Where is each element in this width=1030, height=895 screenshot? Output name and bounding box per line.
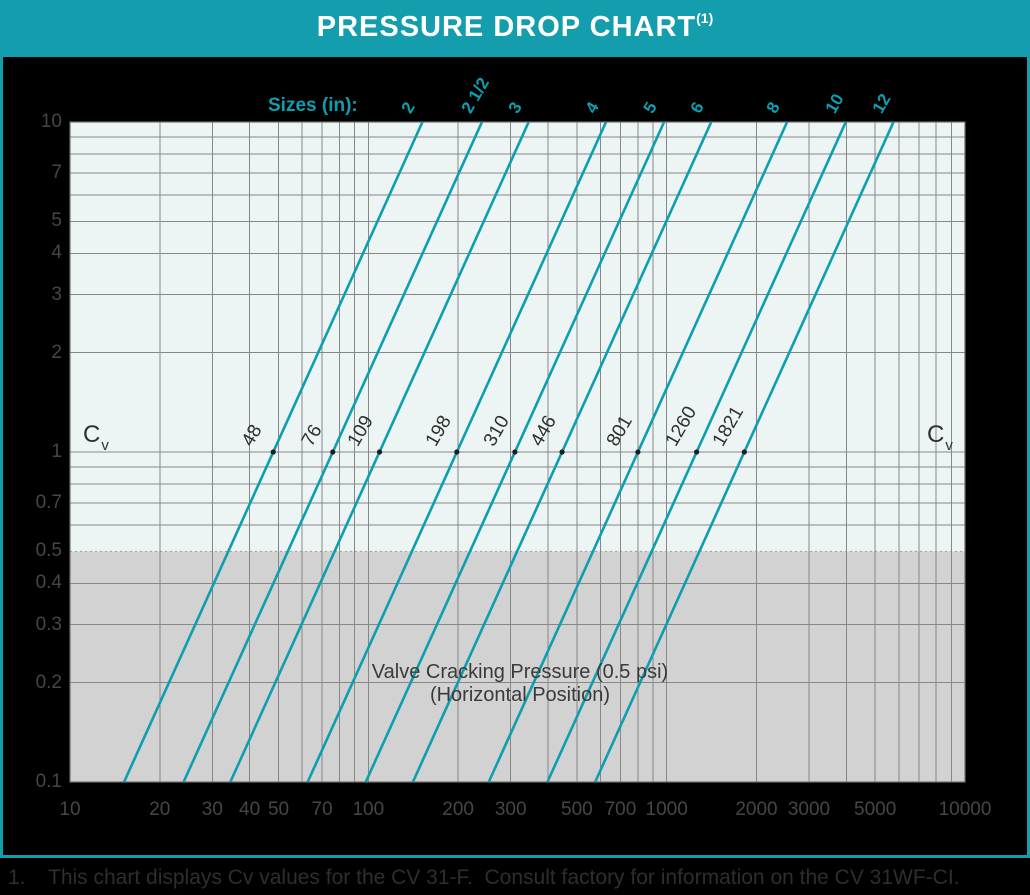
y-tick-label: 0.4 bbox=[35, 572, 62, 594]
footnote: 1. This chart displays Cv values for the… bbox=[0, 864, 1030, 895]
y-tick-label: 10 bbox=[40, 111, 62, 132]
x-tick-label: 70 bbox=[311, 799, 333, 820]
page-title: PRESSURE DROP CHART(1) bbox=[316, 9, 714, 44]
x-tick-label: 3000 bbox=[787, 799, 831, 820]
page-title-text: PRESSURE DROP CHART bbox=[316, 10, 697, 43]
x-tick-label: 100 bbox=[352, 799, 385, 820]
y-tick-label: 2 bbox=[51, 341, 62, 363]
valve-cracking-note-line1: Valve Cracking Pressure (0.5 psi) bbox=[371, 661, 669, 683]
y-tick-label: 5 bbox=[51, 210, 62, 232]
x-tick-label: 10 bbox=[59, 799, 81, 820]
x-tick-label: 300 bbox=[494, 799, 527, 820]
x-tick-label: 500 bbox=[561, 799, 593, 820]
y-tick-label: 3 bbox=[51, 283, 62, 305]
sizes-heading: Sizes (in): bbox=[268, 95, 358, 116]
cv-axis-label-right-text: C bbox=[927, 421, 945, 448]
x-tick-label: 5000 bbox=[854, 799, 897, 820]
cv-axis-label-right: Cv bbox=[927, 421, 953, 456]
valve-cracking-note-line2: (Horizontal Position) bbox=[429, 684, 611, 706]
y-tick-label: 0.3 bbox=[35, 613, 62, 635]
x-tick-label: 50 bbox=[267, 799, 290, 820]
x-tick-label: 1000 bbox=[645, 799, 688, 820]
cv-axis-label-right-sub: v bbox=[945, 436, 953, 454]
x-tick-label: 200 bbox=[442, 799, 474, 820]
y-tick-label: 0.7 bbox=[35, 492, 62, 514]
cv-axis-label-left: Cv bbox=[83, 421, 109, 456]
y-tick-label: 4 bbox=[51, 242, 62, 264]
cv-axis-label-left-sub: v bbox=[101, 436, 109, 454]
x-tick-label: 30 bbox=[201, 799, 223, 820]
x-tick-label: 20 bbox=[149, 799, 171, 820]
page-title-footnote-ref: (1) bbox=[696, 9, 714, 26]
footnote-text: This chart displays Cv values for the CV… bbox=[48, 866, 960, 889]
y-tick-label: 1 bbox=[51, 441, 62, 462]
x-tick-label: 2000 bbox=[735, 799, 778, 820]
cv-axis-label-left-text: C bbox=[83, 421, 101, 448]
y-tick-label: 7 bbox=[51, 162, 62, 184]
x-tick-label: 10000 bbox=[938, 799, 992, 820]
y-tick-label: 0.1 bbox=[35, 771, 62, 792]
footnote-number: 1. bbox=[8, 866, 26, 889]
chart-header-banner: PRESSURE DROP CHART(1) bbox=[0, 0, 1030, 54]
x-tick-label: 700 bbox=[604, 799, 637, 820]
y-tick-label: 0.5 bbox=[35, 540, 62, 562]
y-tick-label: 0.2 bbox=[35, 671, 62, 693]
x-tick-label: 40 bbox=[239, 799, 261, 820]
